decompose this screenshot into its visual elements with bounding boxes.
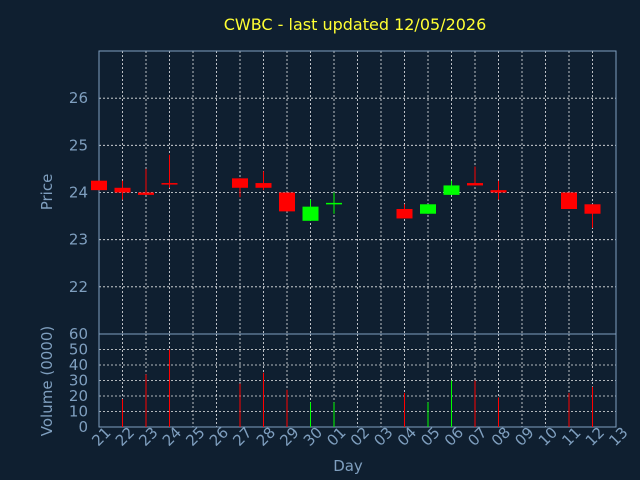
volume-tick-label: 10	[69, 403, 88, 421]
candle-body	[584, 204, 601, 214]
candle-body	[232, 178, 248, 188]
volume-tick-label: 0	[78, 418, 88, 436]
candle-body	[420, 204, 436, 214]
volume-tick-label: 50	[69, 341, 88, 359]
volume-tick-label: 30	[69, 372, 88, 390]
candle-body	[443, 185, 460, 195]
volume-tick-label: 20	[69, 387, 88, 405]
volume-tick-label: 60	[69, 325, 88, 343]
volume-tick-label: 40	[69, 356, 88, 374]
candle-body	[138, 192, 154, 195]
candle-body	[91, 180, 107, 191]
volume-panel-frame	[98, 333, 617, 428]
candle-body	[255, 183, 272, 188]
candles	[91, 154, 601, 228]
candle-body	[279, 192, 295, 212]
x-axis-label: Day	[333, 457, 363, 475]
candle-body	[561, 192, 577, 210]
candle-body	[302, 206, 319, 221]
price-y-ticks: 22 23 24 25 26	[69, 89, 88, 296]
price-tick-label: 25	[69, 136, 88, 154]
candle-body	[114, 187, 131, 193]
volume-axis-label: Volume (0000)	[38, 326, 56, 436]
chart-title: CWBC - last updated 12/05/2026	[224, 15, 487, 34]
price-tick-label: 23	[69, 231, 88, 249]
price-axis-label: Price	[38, 174, 56, 211]
candle-body	[467, 183, 483, 186]
candle-body	[326, 202, 342, 205]
price-tick-label: 24	[69, 184, 88, 202]
candle-body	[490, 190, 507, 193]
candle-body	[161, 183, 178, 185]
candle-body	[396, 209, 413, 219]
price-tick-label: 26	[69, 89, 88, 107]
volume-bars	[122, 349, 593, 427]
volume-grid	[98, 333, 617, 428]
price-grid	[98, 51, 617, 334]
x-ticks: 2122232425262728293001020304050607080910…	[88, 424, 631, 450]
price-tick-label: 22	[69, 278, 88, 296]
